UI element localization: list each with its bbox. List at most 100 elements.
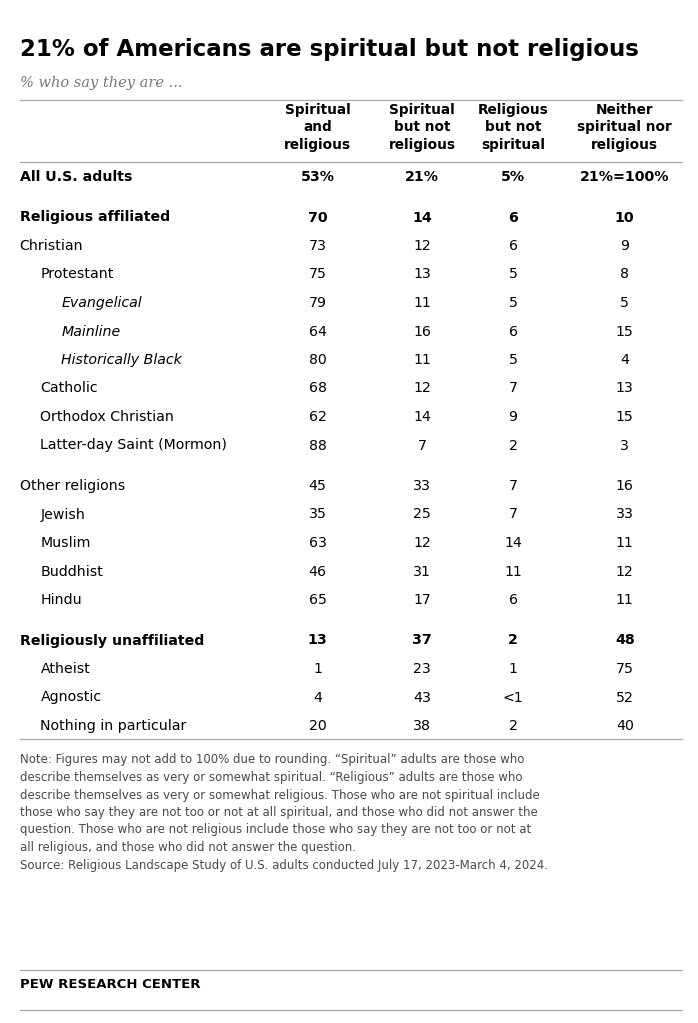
Text: 1: 1: [509, 662, 517, 676]
Text: 15: 15: [616, 410, 634, 424]
Text: 15: 15: [616, 324, 634, 339]
Text: 12: 12: [413, 382, 431, 396]
Text: 48: 48: [615, 633, 634, 648]
Text: 9: 9: [509, 410, 517, 424]
Text: 31: 31: [413, 565, 431, 578]
Text: 11: 11: [413, 296, 431, 310]
Text: 11: 11: [413, 353, 431, 367]
Text: Religious
but not
spiritual: Religious but not spiritual: [477, 103, 549, 151]
Text: 12: 12: [413, 536, 431, 550]
Text: 70: 70: [308, 211, 327, 224]
Text: 53%: 53%: [301, 170, 334, 184]
Text: 35: 35: [309, 507, 327, 522]
Text: 6: 6: [509, 324, 517, 339]
Text: 5: 5: [621, 296, 629, 310]
Text: 64: 64: [309, 324, 327, 339]
Text: Spiritual
and
religious: Spiritual and religious: [284, 103, 351, 151]
Text: Buddhist: Buddhist: [40, 565, 103, 578]
Text: Agnostic: Agnostic: [40, 691, 102, 705]
Text: 16: 16: [616, 479, 634, 493]
Text: 9: 9: [621, 239, 629, 253]
Text: 2: 2: [508, 633, 518, 648]
Text: 1: 1: [313, 662, 322, 676]
Text: 43: 43: [413, 691, 431, 705]
Text: Christian: Christian: [20, 239, 83, 253]
Text: 7: 7: [418, 439, 426, 452]
Text: 11: 11: [616, 593, 634, 607]
Text: Muslim: Muslim: [40, 536, 91, 550]
Text: 33: 33: [413, 479, 431, 493]
Text: Religiously unaffiliated: Religiously unaffiliated: [20, 633, 204, 648]
Text: 5%: 5%: [501, 170, 525, 184]
Text: 13: 13: [308, 633, 327, 648]
Text: 5: 5: [509, 267, 517, 281]
Text: Jewish: Jewish: [40, 507, 85, 522]
Text: Orthodox Christian: Orthodox Christian: [40, 410, 174, 424]
Text: 37: 37: [413, 633, 432, 648]
Text: PEW RESEARCH CENTER: PEW RESEARCH CENTER: [20, 978, 200, 991]
Text: 63: 63: [309, 536, 327, 550]
Text: Latter-day Saint (Mormon): Latter-day Saint (Mormon): [40, 439, 228, 452]
Text: 6: 6: [508, 211, 518, 224]
Text: Neither
spiritual nor
religious: Neither spiritual nor religious: [577, 103, 672, 151]
Text: 3: 3: [621, 439, 629, 452]
Text: 40: 40: [616, 719, 634, 733]
Text: Hindu: Hindu: [40, 593, 82, 607]
Text: All U.S. adults: All U.S. adults: [20, 170, 132, 184]
Text: 4: 4: [621, 353, 629, 367]
Text: 75: 75: [616, 662, 634, 676]
Text: 7: 7: [509, 479, 517, 493]
Text: Catholic: Catholic: [40, 382, 98, 396]
Text: 38: 38: [413, 719, 431, 733]
Text: 4: 4: [313, 691, 322, 705]
Text: % who say they are ...: % who say they are ...: [20, 76, 182, 90]
Text: 23: 23: [413, 662, 431, 676]
Text: 6: 6: [509, 239, 517, 253]
Text: 88: 88: [309, 439, 327, 452]
Text: 65: 65: [309, 593, 327, 607]
Text: 13: 13: [413, 267, 431, 281]
Text: 13: 13: [616, 382, 634, 396]
Text: Atheist: Atheist: [40, 662, 90, 676]
Text: Other religions: Other religions: [20, 479, 125, 493]
Text: 14: 14: [413, 211, 432, 224]
Text: 46: 46: [309, 565, 327, 578]
Text: 79: 79: [309, 296, 327, 310]
Text: 8: 8: [621, 267, 629, 281]
Text: Note: Figures may not add to 100% due to rounding. “Spiritual” adults are those : Note: Figures may not add to 100% due to…: [20, 754, 548, 872]
Text: 7: 7: [509, 382, 517, 396]
Text: 45: 45: [309, 479, 327, 493]
Text: 14: 14: [504, 536, 522, 550]
Text: 12: 12: [413, 239, 431, 253]
Text: 5: 5: [509, 353, 517, 367]
Text: 5: 5: [509, 296, 517, 310]
Text: 2: 2: [509, 719, 517, 733]
Text: 75: 75: [309, 267, 327, 281]
Text: Evangelical: Evangelical: [61, 296, 142, 310]
Text: Religious affiliated: Religious affiliated: [20, 211, 170, 224]
Text: 80: 80: [309, 353, 327, 367]
Text: 68: 68: [309, 382, 327, 396]
Text: 21%: 21%: [406, 170, 439, 184]
Text: 21% of Americans are spiritual but not religious: 21% of Americans are spiritual but not r…: [20, 38, 639, 61]
Text: 17: 17: [413, 593, 431, 607]
Text: 16: 16: [413, 324, 431, 339]
Text: 52: 52: [616, 691, 634, 705]
Text: Nothing in particular: Nothing in particular: [40, 719, 187, 733]
Text: 10: 10: [615, 211, 634, 224]
Text: 6: 6: [509, 593, 517, 607]
Text: 2: 2: [509, 439, 517, 452]
Text: Historically Black: Historically Black: [61, 353, 182, 367]
Text: 21%=100%: 21%=100%: [580, 170, 669, 184]
Text: 20: 20: [309, 719, 327, 733]
Text: 11: 11: [504, 565, 522, 578]
Text: 25: 25: [413, 507, 431, 522]
Text: Mainline: Mainline: [61, 324, 121, 339]
Text: 11: 11: [616, 536, 634, 550]
Text: <1: <1: [503, 691, 524, 705]
Text: 73: 73: [309, 239, 327, 253]
Text: 7: 7: [509, 507, 517, 522]
Text: 14: 14: [413, 410, 431, 424]
Text: 33: 33: [616, 507, 634, 522]
Text: 12: 12: [616, 565, 634, 578]
